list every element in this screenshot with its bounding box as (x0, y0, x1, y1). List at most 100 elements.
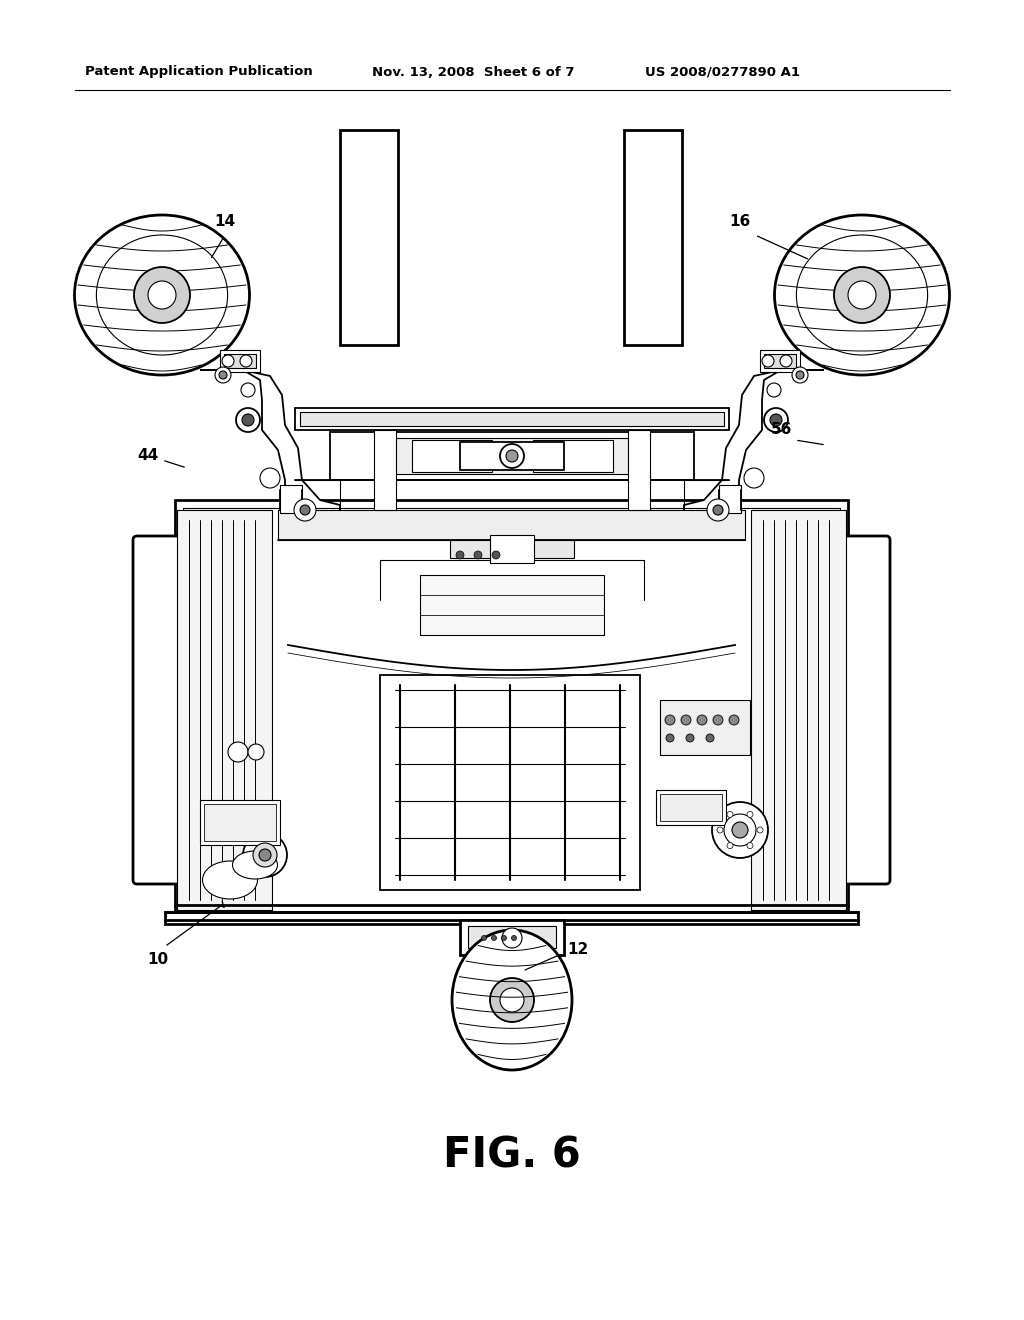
Bar (485, 954, 539, 975)
Text: FIG. 6: FIG. 6 (443, 1134, 581, 1176)
Bar (760, 350, 800, 372)
Circle shape (241, 383, 255, 397)
Ellipse shape (774, 215, 949, 375)
Bar (624, 129, 682, 345)
Bar (450, 540, 574, 558)
Polygon shape (684, 370, 824, 535)
Bar (660, 700, 750, 755)
Bar (200, 800, 280, 845)
FancyBboxPatch shape (133, 536, 183, 884)
Circle shape (215, 367, 231, 383)
Circle shape (260, 469, 280, 488)
Circle shape (770, 414, 782, 426)
Circle shape (481, 936, 486, 940)
Bar (628, 430, 650, 510)
Bar (165, 912, 858, 924)
Circle shape (729, 715, 739, 725)
Circle shape (780, 355, 792, 367)
Text: 12: 12 (567, 942, 588, 957)
Circle shape (148, 281, 176, 309)
Bar (278, 510, 745, 540)
Circle shape (796, 371, 804, 379)
Bar (340, 129, 398, 345)
Circle shape (681, 715, 691, 725)
Bar (460, 442, 564, 470)
Circle shape (707, 499, 729, 521)
Circle shape (665, 715, 675, 725)
Circle shape (717, 828, 723, 833)
Circle shape (706, 734, 714, 742)
Bar (300, 412, 724, 426)
Circle shape (732, 822, 748, 838)
Text: 44: 44 (137, 447, 159, 462)
Circle shape (222, 355, 234, 367)
Bar (175, 500, 848, 920)
Bar (183, 508, 840, 912)
Bar (374, 430, 396, 510)
Circle shape (492, 550, 500, 558)
Circle shape (834, 267, 890, 323)
Circle shape (248, 744, 264, 760)
Bar (390, 438, 634, 474)
Circle shape (744, 469, 764, 488)
Circle shape (228, 742, 248, 762)
Circle shape (502, 936, 507, 940)
Circle shape (500, 444, 524, 469)
Text: 16: 16 (729, 214, 751, 230)
Bar (656, 789, 726, 825)
Circle shape (506, 450, 518, 462)
Ellipse shape (232, 851, 278, 879)
Bar (177, 510, 272, 909)
Text: US 2008/0277890 A1: US 2008/0277890 A1 (645, 66, 800, 78)
Circle shape (762, 355, 774, 367)
Bar (460, 920, 564, 954)
Circle shape (757, 828, 763, 833)
Circle shape (712, 803, 768, 858)
Circle shape (713, 715, 723, 725)
FancyBboxPatch shape (840, 536, 890, 884)
Circle shape (767, 383, 781, 397)
Text: Patent Application Publication: Patent Application Publication (85, 66, 312, 78)
Circle shape (243, 833, 287, 876)
Bar (719, 484, 741, 513)
Bar (490, 535, 534, 564)
Circle shape (219, 371, 227, 379)
Circle shape (259, 849, 271, 861)
Circle shape (666, 734, 674, 742)
Circle shape (727, 812, 733, 817)
Text: 56: 56 (771, 422, 793, 437)
Circle shape (236, 408, 260, 432)
Ellipse shape (452, 931, 572, 1071)
Bar (224, 354, 256, 368)
Circle shape (697, 715, 707, 725)
Circle shape (474, 550, 482, 558)
Bar (412, 440, 492, 473)
Bar (534, 440, 613, 473)
Bar (280, 484, 302, 513)
Circle shape (713, 506, 723, 515)
Bar (220, 350, 260, 372)
Circle shape (240, 355, 252, 367)
Circle shape (502, 928, 522, 948)
Circle shape (294, 499, 316, 521)
Bar (204, 804, 276, 841)
Circle shape (764, 408, 788, 432)
Text: 14: 14 (214, 214, 236, 230)
Circle shape (300, 506, 310, 515)
Circle shape (724, 814, 756, 846)
Circle shape (492, 936, 497, 940)
Ellipse shape (203, 861, 257, 899)
Circle shape (490, 978, 534, 1022)
Bar (420, 576, 604, 635)
Circle shape (242, 414, 254, 426)
Ellipse shape (75, 215, 250, 375)
Circle shape (792, 367, 808, 383)
Bar (468, 927, 556, 948)
Circle shape (253, 843, 278, 867)
Ellipse shape (797, 235, 928, 355)
Circle shape (500, 987, 524, 1012)
Circle shape (746, 842, 753, 849)
Circle shape (848, 281, 876, 309)
Text: Nov. 13, 2008  Sheet 6 of 7: Nov. 13, 2008 Sheet 6 of 7 (372, 66, 574, 78)
Text: 10: 10 (147, 953, 168, 968)
